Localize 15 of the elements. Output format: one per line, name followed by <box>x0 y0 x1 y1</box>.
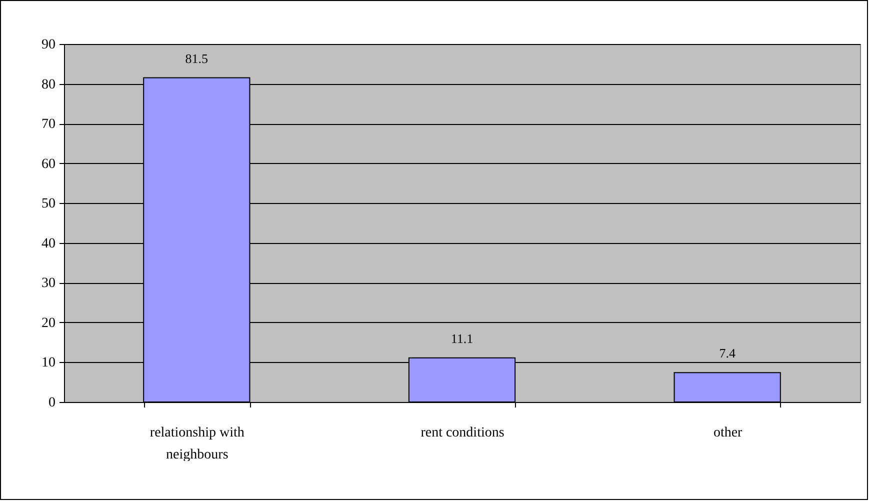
data-label: 81.5 <box>185 50 208 66</box>
y-tick-label: 0 <box>48 396 56 410</box>
y-tick-label: 10 <box>42 356 56 371</box>
y-tick-label: 50 <box>42 196 56 212</box>
y-tick-label: 20 <box>42 316 56 331</box>
y-tick-label: 30 <box>42 276 56 292</box>
x-tick-label: rent conditions <box>420 426 504 440</box>
y-tick-label: 40 <box>42 236 56 252</box>
data-label: 7.4 <box>719 346 736 361</box>
data-label: 11.1 <box>450 330 474 346</box>
y-tick-label: 80 <box>42 77 56 92</box>
y-tick-label: 90 <box>42 38 56 52</box>
y-tick-label: 60 <box>42 156 56 172</box>
x-tick-label: other <box>713 426 743 440</box>
y-tick-label: 70 <box>42 117 56 132</box>
